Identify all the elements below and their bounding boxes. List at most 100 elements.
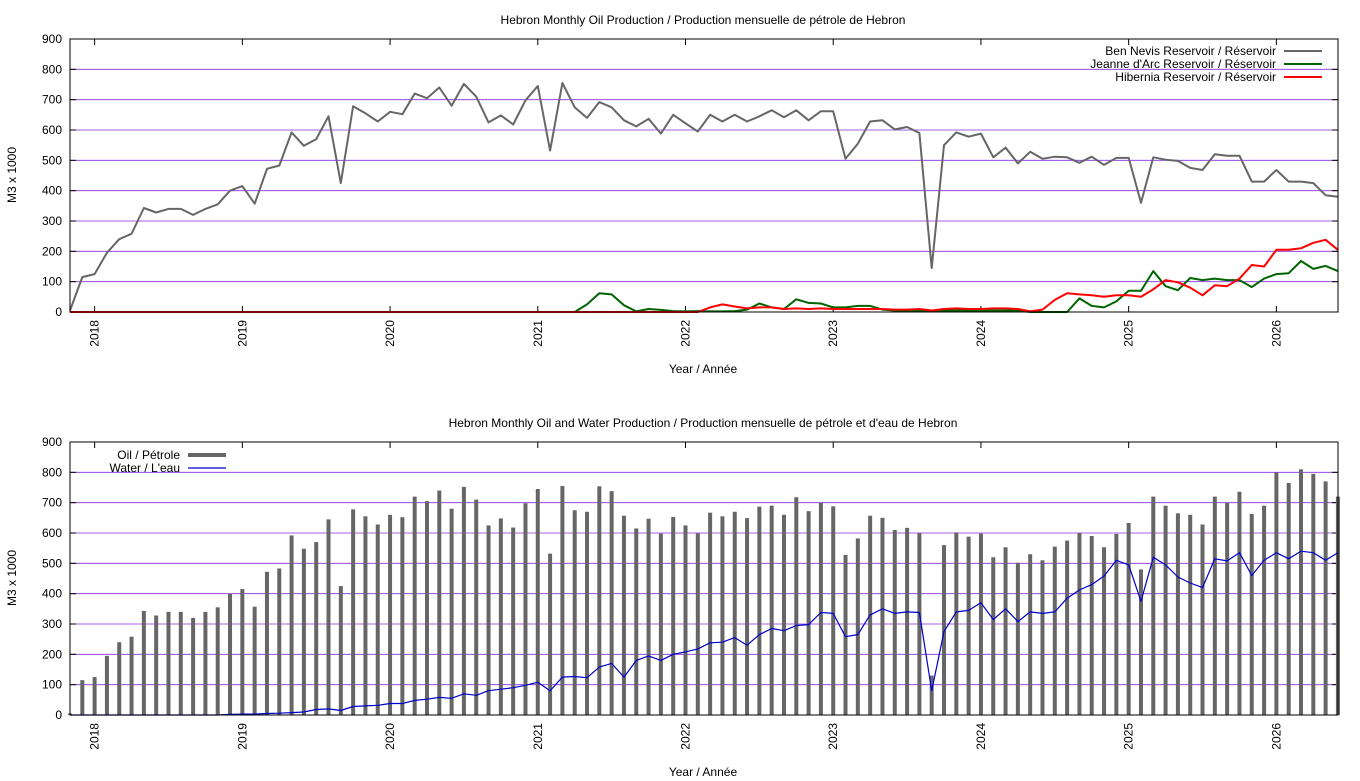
oil-bar — [966, 536, 971, 715]
legend: Oil / Pétrole Water / L'eau — [109, 448, 226, 475]
oil-bar — [166, 611, 171, 715]
y-axis-label: M3 x 1000 — [5, 147, 19, 203]
chart-oil-and-water: Hebron Monthly Oil and Water Production … — [5, 416, 1340, 779]
oil-bar — [104, 655, 109, 715]
chart-title: Hebron Monthly Oil and Water Production … — [449, 416, 958, 430]
y-axis-label: M3 x 1000 — [5, 550, 19, 606]
oil-bar — [621, 515, 626, 715]
x-tick-label: 2019 — [235, 320, 249, 347]
series-line-2 — [70, 238, 1339, 313]
x-axis-label: Year / Année — [669, 362, 738, 376]
oil-bar — [289, 535, 294, 715]
oil-bar — [658, 533, 663, 715]
oil-bar — [1286, 482, 1291, 715]
oil-bar — [240, 589, 245, 715]
oil-bar — [264, 571, 269, 715]
oil-bar — [363, 516, 368, 715]
oil-bar — [1311, 473, 1316, 715]
oil-bar — [1126, 522, 1131, 715]
oil-bar — [1151, 496, 1156, 715]
oil-bar — [1274, 472, 1279, 715]
legend-label-hibernia: Hibernia Reservoir / Réservoir — [1115, 70, 1276, 84]
oil-bar — [141, 610, 146, 715]
oil-bar — [117, 642, 122, 715]
y-tick-label: 700 — [42, 93, 62, 107]
oil-bar — [572, 510, 577, 715]
oil-bar — [523, 503, 528, 715]
x-tick-label: 2021 — [531, 723, 545, 750]
y-tick-label: 900 — [42, 435, 62, 449]
oil-bar — [560, 485, 565, 715]
oil-bar — [178, 611, 183, 715]
oil-bar — [818, 502, 823, 715]
oil-bar — [905, 527, 910, 715]
oil-bar — [757, 506, 762, 715]
oil-bar — [228, 593, 233, 715]
oil-bar — [1299, 469, 1303, 715]
water-line — [70, 550, 1339, 716]
x-tick-label: 2026 — [1269, 723, 1283, 750]
oil-bar — [1077, 533, 1082, 715]
oil-bar — [203, 611, 208, 715]
oil-bar — [412, 496, 417, 715]
oil-bar — [855, 538, 860, 715]
y-tick-labels: 0 100 200 300 400 500 600 700 800 900 — [42, 32, 1338, 319]
legend: Ben Nevis Reservoir / Réservoir Jeanne d… — [1090, 44, 1322, 84]
x-tick-label: 2023 — [826, 723, 840, 750]
oil-bar — [351, 509, 356, 715]
oil-bar — [671, 516, 676, 715]
oil-bar — [277, 568, 282, 715]
oil-bar — [831, 506, 836, 715]
oil-bar — [338, 586, 343, 715]
oil-bar — [843, 554, 848, 715]
y-tick-label: 800 — [42, 465, 62, 479]
oil-bar — [1262, 505, 1267, 715]
series-lines — [69, 82, 1339, 313]
x-tick-label: 2025 — [1122, 723, 1136, 750]
x-tick-label: 2024 — [974, 320, 988, 347]
oil-bar — [486, 525, 491, 715]
oil-bar — [252, 606, 257, 715]
oil-bar — [400, 517, 405, 715]
y-tick-label: 0 — [55, 305, 62, 319]
oil-bar — [1163, 505, 1168, 715]
oil-bar — [806, 511, 811, 715]
x-tick-label: 2024 — [974, 723, 988, 750]
oil-bar — [1212, 496, 1217, 715]
oil-bar — [720, 516, 725, 715]
oil-bar — [1015, 562, 1020, 715]
oil-bar — [794, 497, 799, 715]
y-tick-label: 600 — [42, 123, 62, 137]
oil-bar — [375, 524, 380, 715]
oil-bar — [646, 518, 651, 715]
oil-bar — [1102, 547, 1107, 715]
y-tick-label: 700 — [42, 496, 62, 510]
oil-bar — [314, 542, 319, 715]
oil-bar — [942, 545, 947, 715]
oil-bar — [498, 518, 503, 715]
oil-bar — [1138, 569, 1143, 715]
x-tick-label: 2020 — [383, 723, 397, 750]
x-tick-label: 2026 — [1269, 320, 1283, 347]
x-tick-label: 2020 — [383, 320, 397, 347]
oil-bar — [1028, 554, 1033, 715]
y-tick-label: 900 — [42, 32, 62, 46]
oil-bar — [1003, 547, 1008, 715]
y-tick-label: 400 — [42, 587, 62, 601]
y-tick-label: 300 — [42, 214, 62, 228]
oil-bar — [1040, 560, 1045, 715]
oil-bar — [732, 511, 737, 715]
oil-bar — [1175, 513, 1180, 715]
oil-bar — [424, 501, 429, 715]
oil-bar — [1089, 536, 1094, 715]
oil-bar — [80, 680, 85, 715]
oil-bar — [683, 525, 688, 715]
plot-frame — [69, 38, 1339, 313]
oil-bar — [437, 490, 442, 715]
oil-bar — [1052, 546, 1057, 715]
y-tick-label: 0 — [55, 708, 62, 722]
y-tick-label: 100 — [42, 678, 62, 692]
x-tick-labels: 2018 2019 2020 2021 2022 2023 2024 2025 2026 — [88, 39, 1283, 347]
y-tick-label: 800 — [42, 62, 62, 76]
